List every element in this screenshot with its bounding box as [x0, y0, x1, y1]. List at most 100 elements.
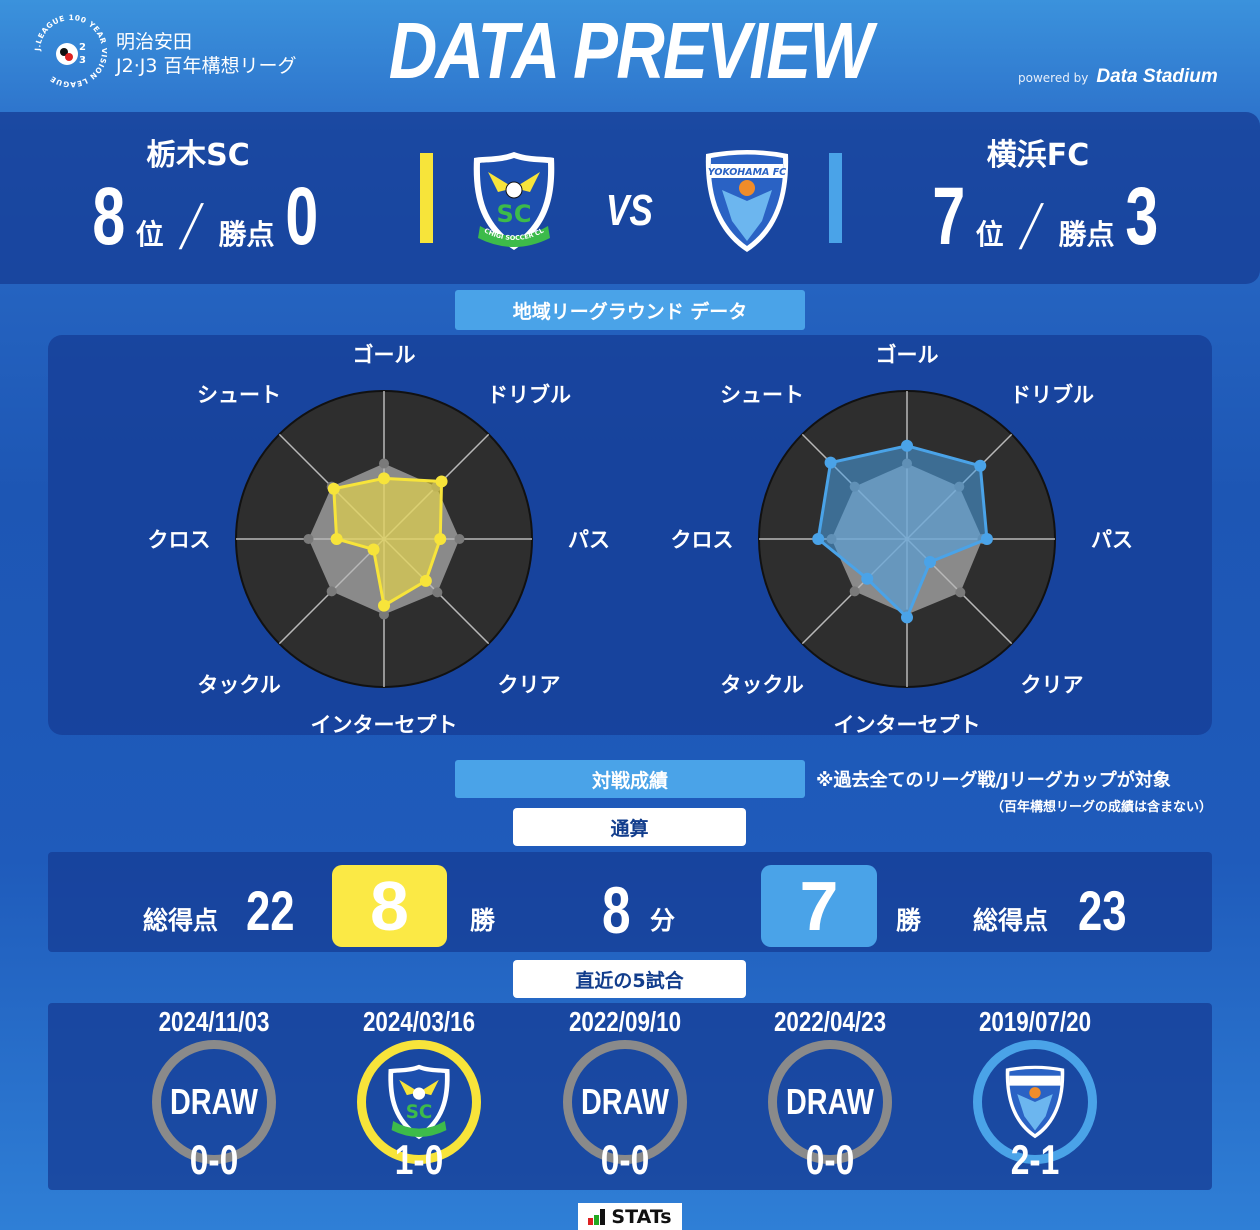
away-team-name: 横浜FC — [986, 138, 1090, 173]
match-score: 0-0 — [189, 1136, 239, 1183]
average-point — [326, 586, 337, 597]
match-score: 2-1 — [1010, 1136, 1060, 1183]
average-point — [955, 587, 966, 598]
away-point — [901, 439, 913, 452]
home-rank: 8 — [92, 171, 126, 262]
home-point — [435, 475, 448, 488]
vs-label: VS — [605, 186, 653, 235]
radar-axis-label: インターセプト — [310, 713, 458, 737]
match-score: 0-0 — [600, 1136, 650, 1183]
powered-by: powered by Data Stadium — [1018, 66, 1218, 88]
average-point — [432, 587, 443, 598]
away-point — [861, 572, 874, 585]
yokohama-crest-text: YOKOHAMA FC — [708, 167, 786, 178]
svg-text:2: 2 — [79, 42, 86, 53]
match-result: DRAW — [581, 1081, 669, 1122]
away-color-bar — [829, 153, 842, 243]
away-rank-unit: 位 — [975, 218, 1004, 251]
match-header-panel — [0, 112, 1260, 284]
home-point — [378, 599, 390, 612]
away-rank-line: 7 位 / 勝点 3 — [926, 170, 1164, 264]
radar-axis-label: クリア — [497, 672, 561, 697]
h2h-total-panel — [48, 852, 1212, 952]
away-wins-badge: 7 — [761, 865, 877, 947]
recent-match: 2022/04/23 DRAW 0-0 — [740, 1006, 920, 1186]
radar-axis-label: クロス — [670, 528, 734, 552]
tochigi-sc-crest: SC — [388, 1064, 450, 1140]
recent-match: 2024/11/03 DRAW 0-0 — [124, 1006, 304, 1186]
draw-label: 分 — [650, 906, 676, 935]
match-date: 2022/04/23 — [773, 1006, 887, 1037]
home-win-label: 勝 — [470, 906, 496, 935]
league-name-line1: 明治安田 — [116, 31, 193, 53]
page-title: DATA PREVIEW — [388, 6, 873, 95]
home-points-label: 勝点 — [218, 218, 275, 251]
h2h-section-label: 対戦成績 — [455, 760, 805, 798]
away-points: 3 — [1124, 171, 1158, 262]
away-point — [812, 533, 825, 545]
match-date: 2024/03/16 — [362, 1006, 476, 1037]
away-total-goals: 23 — [1078, 879, 1127, 942]
home-point — [330, 533, 343, 545]
league-name-line2: J2·J3 百年構想リーグ — [116, 55, 297, 77]
radar-axis-label: クリア — [1020, 672, 1084, 697]
home-point — [367, 543, 380, 556]
radar-axis-label: パス — [1091, 528, 1133, 552]
average-point — [379, 609, 389, 620]
home-wins-badge: 8 — [332, 865, 447, 947]
average-point — [379, 458, 389, 469]
away-point — [824, 456, 837, 469]
home-point — [378, 472, 390, 485]
match-date: 2019/07/20 — [978, 1006, 1092, 1037]
radar-axis-label: パス — [568, 528, 610, 552]
recent-match: 2022/09/10 DRAW 0-0 — [535, 1006, 715, 1186]
h2h-note-sub: （百年構想リーグの成績は含まない） — [990, 800, 1212, 815]
away-win-label: 勝 — [896, 906, 922, 935]
away-point — [974, 459, 987, 472]
away-point — [924, 556, 937, 569]
yokohama-fc-crest: YOKOHAMA FC — [705, 150, 789, 252]
draw-count: 8 — [602, 873, 631, 947]
radar-axis-label: ドリブル — [486, 383, 571, 408]
home-point — [419, 574, 432, 587]
radar-axis-label: クロス — [147, 528, 211, 552]
yokohama-fc-crest — [1005, 1065, 1065, 1139]
h2h-note: ※過去全てのリーグ戦/Jリーグカップが対象 — [816, 770, 1171, 791]
svg-text:SC: SC — [406, 1102, 433, 1123]
away-points-label: 勝点 — [1058, 218, 1115, 251]
home-rank-line: 8 位 / 勝点 0 — [86, 170, 324, 264]
match-result-ring: DRAW — [563, 1040, 687, 1164]
match-result: DRAW — [786, 1081, 874, 1122]
home-rank-unit: 位 — [135, 218, 164, 251]
home-point — [434, 533, 447, 545]
stats-logo-text: STATs — [611, 1205, 672, 1228]
radar-axis-label: シュート — [197, 383, 282, 408]
match-result-ring: DRAW — [152, 1040, 276, 1164]
home-team-name: 栃木SC — [146, 138, 250, 173]
match-score: 1-0 — [394, 1136, 444, 1183]
home-points: 0 — [284, 171, 318, 262]
league-logo: J.LEAGUE 100 YEAR VISION LEAGUE 23 — [33, 13, 108, 89]
match-result: DRAW — [170, 1081, 258, 1122]
recent-match: 2019/07/20 2-1 — [945, 1006, 1125, 1186]
stats-bars-icon — [588, 1208, 606, 1225]
average-point — [303, 534, 314, 544]
match-result-ring — [973, 1040, 1097, 1164]
radar-chart-away — [758, 390, 1056, 688]
home-goals-label: 総得点 — [143, 906, 219, 935]
match-date: 2022/09/10 — [568, 1006, 682, 1037]
home-total-goals: 22 — [246, 879, 295, 942]
average-point — [849, 586, 860, 597]
stats-logo: STATs — [578, 1203, 682, 1230]
svg-text:3: 3 — [79, 55, 86, 66]
radar-axis-label: ドリブル — [1009, 383, 1094, 408]
match-date: 2024/11/03 — [158, 1006, 270, 1037]
svg-text:SC: SC — [497, 200, 532, 228]
data-stadium-logo: Data Stadium — [1096, 66, 1218, 87]
home-color-bar — [420, 153, 433, 243]
match-result-ring: SC — [357, 1040, 481, 1164]
away-point — [901, 611, 913, 624]
away-point — [980, 533, 993, 545]
radar-axis-label: ゴール — [875, 343, 939, 367]
